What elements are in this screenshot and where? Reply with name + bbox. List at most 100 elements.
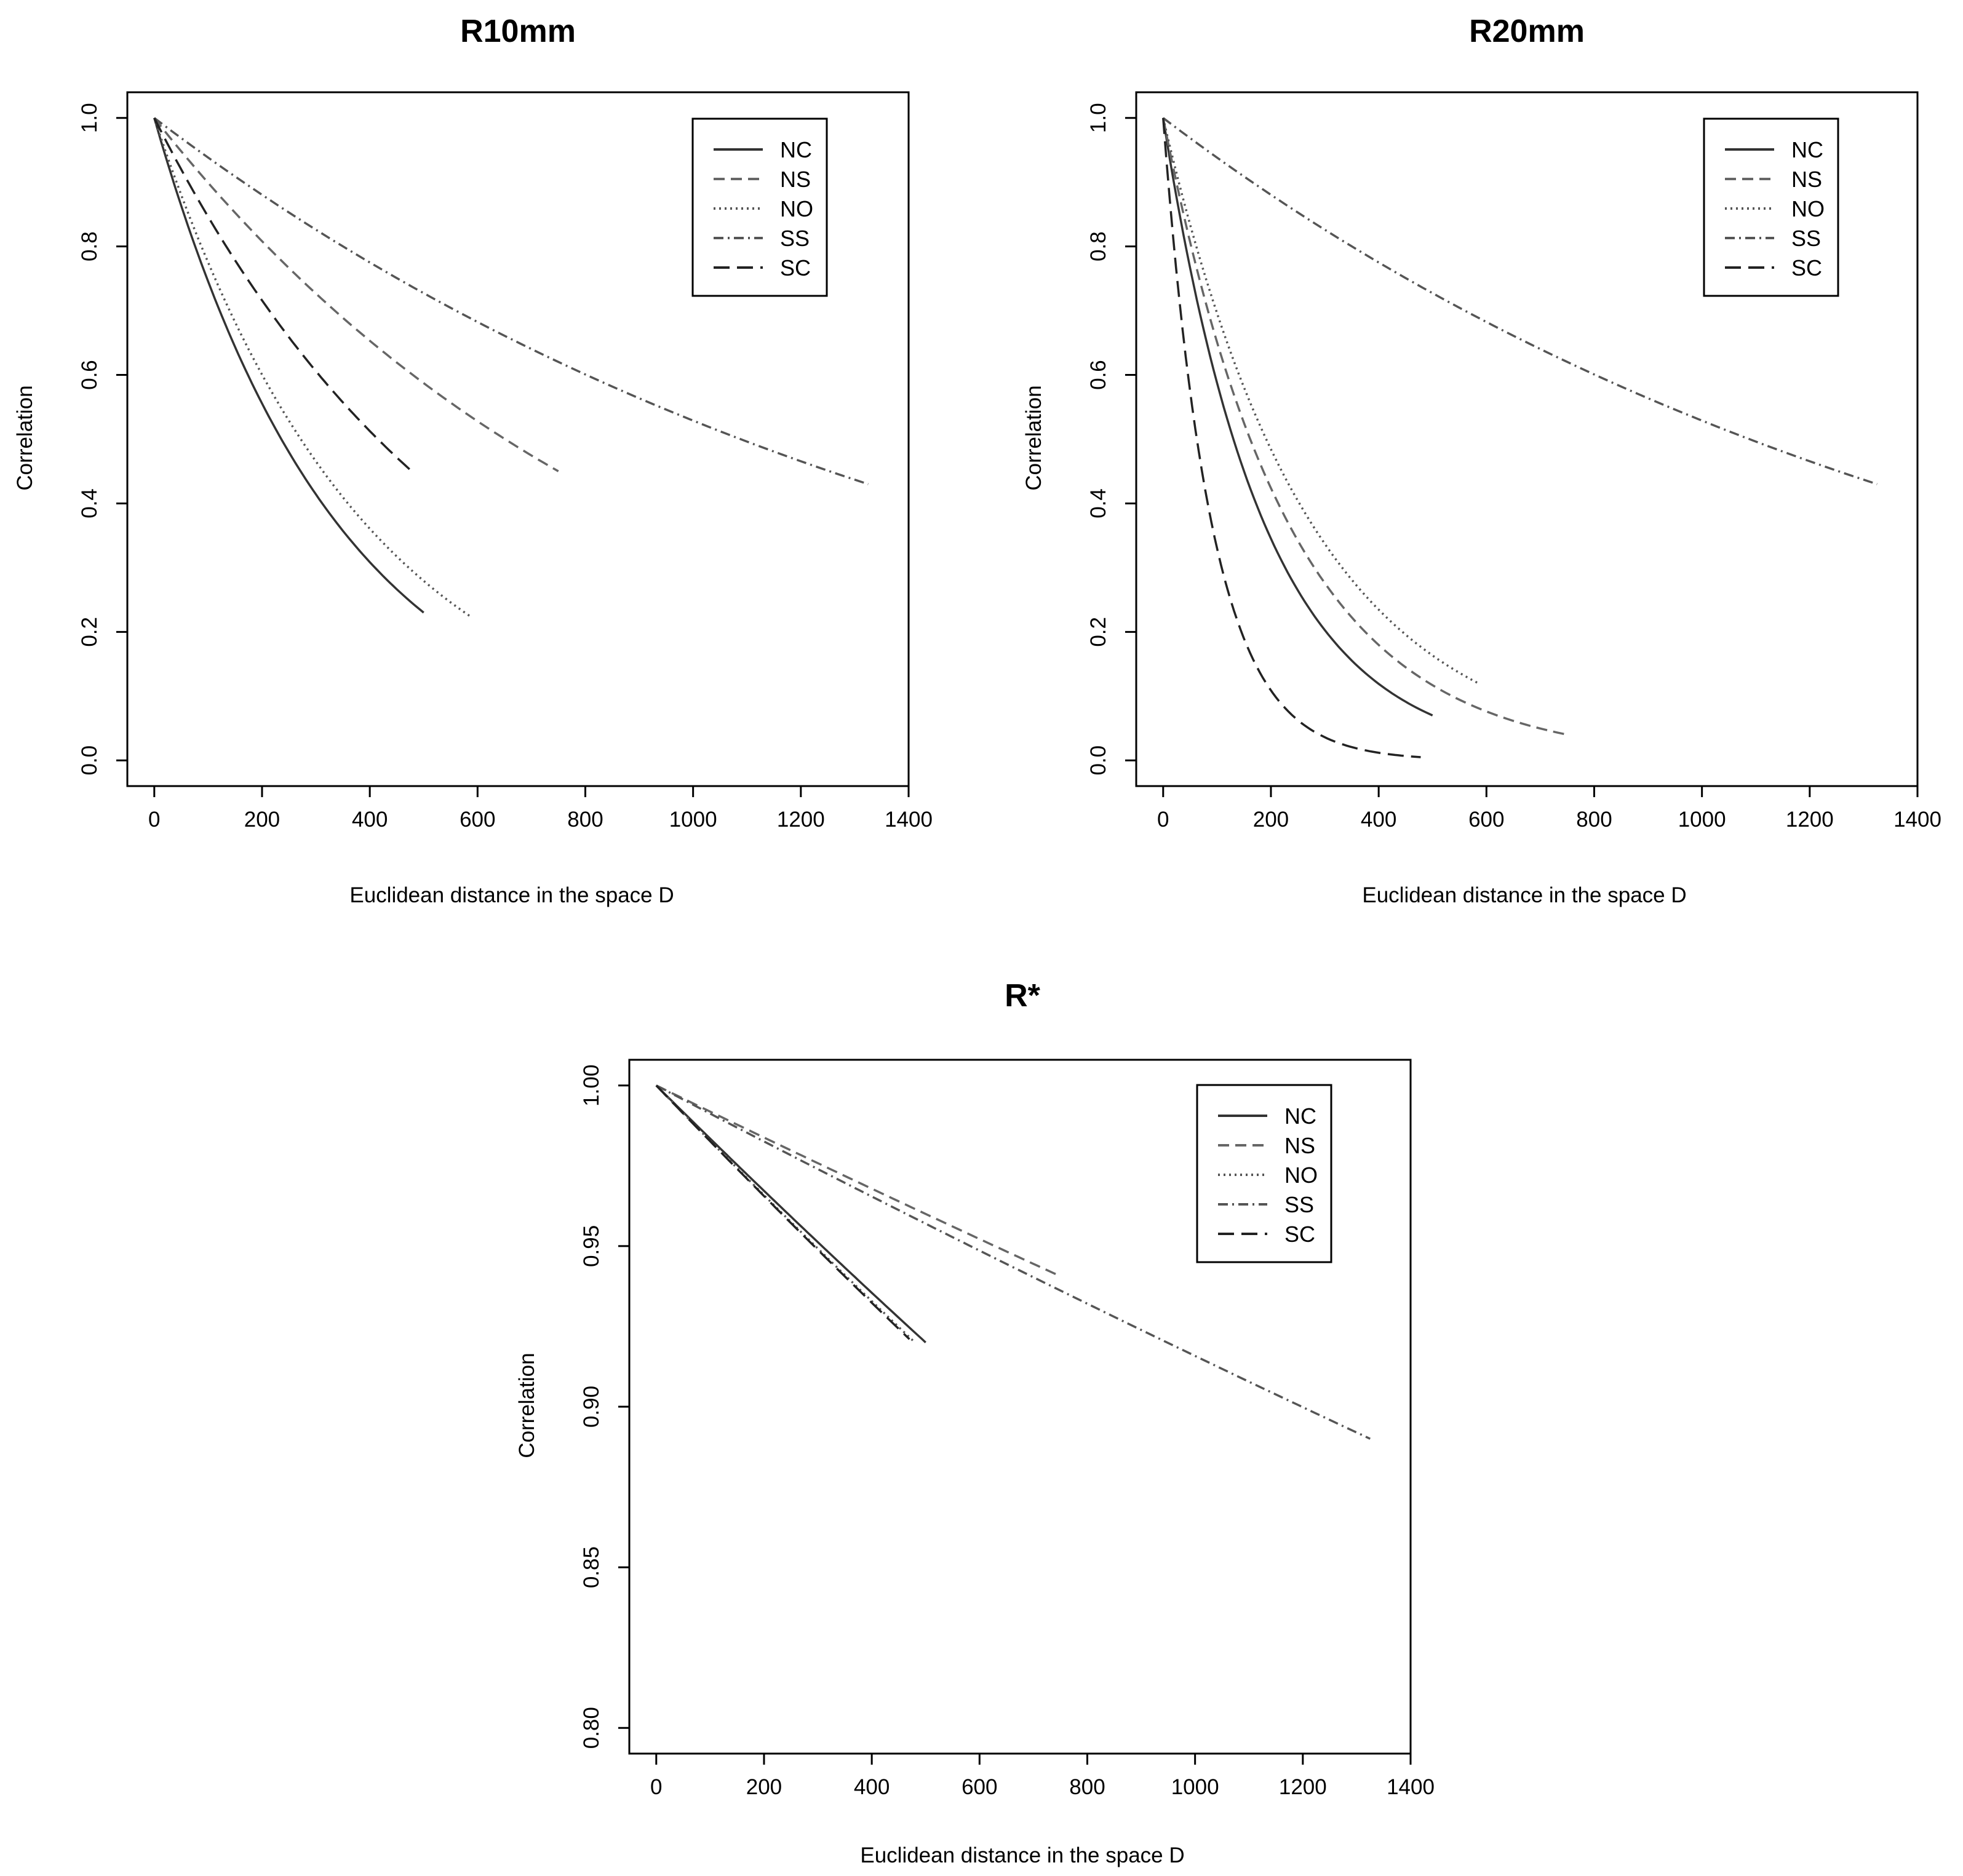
series-line-no (153, 117, 471, 617)
panel-title: R* (1005, 978, 1041, 1014)
y-tick-label: 0.90 (579, 1386, 603, 1428)
y-axis: 0.80 0.85 0.90 0.95 1.00 (579, 1065, 629, 1749)
legend-label: SC (1791, 255, 1822, 280)
legend-label: SS (1284, 1192, 1314, 1217)
legend-entry-nc: NC (1725, 137, 1823, 162)
y-tick-label: 1.0 (1086, 103, 1110, 133)
legend-entry-sc: SC (1218, 1222, 1315, 1247)
legend-label: SC (1284, 1222, 1315, 1247)
panel-title: R10mm (460, 14, 576, 49)
legend-entry-ss: SS (714, 226, 810, 251)
legend-label: NS (780, 167, 811, 192)
series-line-ns (656, 1084, 1059, 1276)
x-tick-label: 200 (1253, 808, 1289, 832)
x-axis: 0 200 400 600 800 1000 1200 1400 (650, 1754, 1435, 1799)
x-axis-label: Euclidean distance in the space D (349, 883, 674, 907)
legend-entry-ss: SS (1218, 1192, 1314, 1217)
legend: NC NS NO SS SC (1703, 117, 1839, 297)
series-line-ns (1162, 117, 1568, 736)
plot-frame (1135, 91, 1919, 787)
x-tick-label: 200 (746, 1775, 782, 1799)
x-tick-label: 1000 (1678, 808, 1726, 832)
panel-rstar: R* 0 200 400 600 800 1000 1200 1400 0.80 0.85 0.9… (515, 978, 1435, 1867)
x-tick-label: 800 (567, 808, 603, 832)
y-tick-label: 0.2 (1086, 617, 1110, 647)
legend-label: NO (780, 196, 813, 221)
series-line-nc (1162, 117, 1433, 717)
series-line-ss (153, 117, 869, 485)
y-tick-label: 0.0 (1086, 745, 1110, 776)
legend-label: NO (1791, 196, 1825, 221)
series-lines (655, 1084, 1371, 1440)
legend-entry-nc: NC (1218, 1103, 1316, 1129)
x-tick-label: 1000 (1171, 1775, 1219, 1799)
x-tick-label: 1400 (1387, 1775, 1435, 1799)
x-axis-label: Euclidean distance in the space D (1362, 883, 1686, 907)
y-axis: 0.0 0.2 0.4 0.6 0.8 1.0 (78, 103, 127, 776)
x-tick-label: 1000 (669, 808, 717, 832)
legend-entry-ns: NS (1725, 167, 1822, 192)
legend-entry-no: NO (1725, 196, 1825, 221)
y-tick-label: 0.80 (579, 1707, 603, 1749)
series-lines (1162, 117, 1877, 758)
legend-label: SS (1791, 226, 1821, 251)
y-tick-label: 0.6 (78, 360, 102, 390)
y-tick-label: 0.8 (78, 231, 102, 261)
series-line-nc (153, 117, 424, 614)
y-tick-label: 0.4 (1086, 488, 1110, 519)
y-axis-label: Correlation (13, 385, 37, 490)
y-axis: 0.0 0.2 0.4 0.6 0.8 1.0 (1086, 103, 1136, 776)
x-tick-label: 400 (1361, 808, 1396, 832)
y-tick-label: 0.0 (78, 745, 102, 776)
legend-label: SC (780, 255, 811, 280)
legend-entry-nc: NC (714, 137, 812, 162)
series-line-sc (655, 1084, 910, 1340)
y-tick-label: 1.00 (579, 1065, 603, 1107)
series-line-sc (1162, 117, 1421, 758)
legend-entry-ns: NS (714, 167, 811, 192)
legend-entry-sc: SC (1725, 255, 1822, 280)
series-line-ss (655, 1084, 1371, 1440)
x-axis-label: Euclidean distance in the space D (860, 1843, 1184, 1867)
x-tick-label: 0 (650, 1775, 662, 1799)
x-tick-label: 1400 (885, 808, 933, 832)
x-tick-label: 1400 (1893, 808, 1941, 832)
x-tick-label: 600 (460, 808, 495, 832)
panel-r20mm: R20mm 0 200 400 600 800 1000 1200 1400 0.00.20.… (1022, 14, 1941, 907)
x-tick-label: 400 (854, 1775, 890, 1799)
x-tick-label: 1200 (777, 808, 825, 832)
y-tick-label: 0.6 (1086, 360, 1110, 390)
plot-frame (126, 91, 910, 787)
x-tick-label: 0 (1157, 808, 1169, 832)
x-tick-label: 400 (352, 808, 388, 832)
x-axis: 0 200 400 600 800 1000 1200 1400 (148, 786, 933, 832)
legend: NC NS NO SS SC (1196, 1084, 1332, 1263)
legend-label: NS (1791, 167, 1822, 192)
legend-label: SS (780, 226, 810, 251)
series-line-ns (153, 117, 559, 472)
x-tick-label: 0 (148, 808, 160, 832)
legend-entry-no: NO (1218, 1163, 1318, 1188)
panel-r10mm: R10mm 0 200 400 600 800 1000 1200 1400 0.0 0.2 0.… (13, 14, 933, 907)
legend-label: NC (1791, 137, 1823, 162)
series-line-sc (153, 117, 413, 472)
y-tick-label: 1.0 (78, 103, 102, 133)
panel-title: R20mm (1469, 14, 1585, 49)
legend-label: NC (780, 137, 812, 162)
x-tick-label: 1200 (1786, 808, 1834, 832)
x-tick-label: 600 (1468, 808, 1504, 832)
y-axis-label: Correlation (515, 1353, 539, 1458)
series-line-nc (655, 1084, 926, 1343)
y-tick-label: 0.2 (78, 617, 102, 647)
legend-label: NO (1284, 1163, 1318, 1188)
y-tick-label: 0.8 (1086, 231, 1110, 261)
x-tick-label: 800 (1069, 1775, 1105, 1799)
series-lines (153, 117, 869, 617)
x-tick-label: 200 (244, 808, 280, 832)
y-axis-label: Correlation (1022, 385, 1046, 490)
legend-entry-sc: SC (714, 255, 811, 280)
legend-entry-no: NO (714, 196, 813, 221)
x-axis: 0 200 400 600 800 1000 1200 1400 (1157, 786, 1941, 832)
legend-entry-ss: SS (1725, 226, 1821, 251)
